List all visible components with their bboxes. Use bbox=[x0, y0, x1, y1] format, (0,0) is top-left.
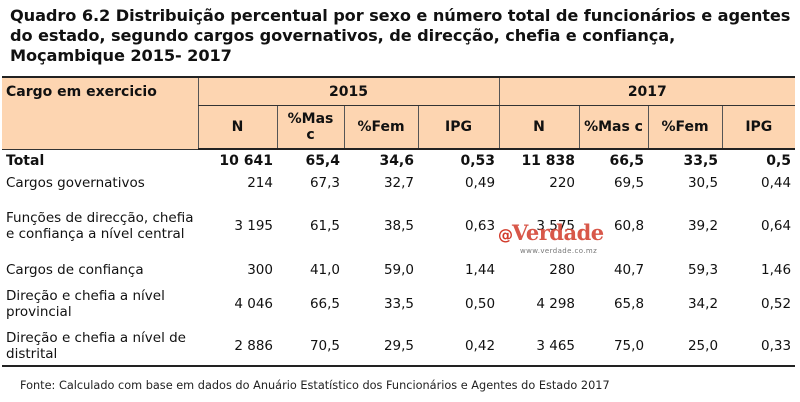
table-row: Cargos governativos 214 67,3 32,7 0,49 2… bbox=[2, 172, 795, 194]
table-row-total: Total 10 641 65,4 34,6 0,53 11 838 66,5 … bbox=[2, 149, 795, 172]
row-label: Funções de direcção, chefia e confiança … bbox=[6, 210, 194, 242]
year-header-2017: 2017 bbox=[498, 76, 796, 106]
col-masc-2015: %Mas c bbox=[276, 105, 344, 150]
cell: 70,5 bbox=[277, 326, 344, 367]
cell: 25,0 bbox=[648, 326, 723, 367]
cell: 220 bbox=[549, 175, 576, 191]
cell: 69,5 bbox=[613, 175, 645, 191]
data-table: Cargo em exercicio 2015 2017 N %Mas c %F… bbox=[2, 76, 796, 367]
cell: 2 886 bbox=[198, 326, 277, 367]
cell: 4 046 bbox=[234, 296, 273, 312]
cell: 33,5 bbox=[683, 153, 719, 169]
col-n-2015: N bbox=[197, 105, 277, 150]
cell: 40,7 bbox=[613, 262, 645, 278]
cell: 3 575 bbox=[536, 218, 576, 234]
cell: 34,2 bbox=[687, 296, 719, 312]
table-row: Funções de direcção, chefia e confiança … bbox=[2, 194, 795, 258]
cell: 65,4 bbox=[305, 153, 340, 169]
cell: 66,5 bbox=[309, 296, 340, 312]
col-masc-2017: %Mas c bbox=[578, 105, 649, 150]
col-fem-2015: %Fem bbox=[343, 105, 418, 150]
cell: 0,64 bbox=[761, 218, 792, 234]
cell: 32,7 bbox=[383, 175, 414, 191]
cell: 59,0 bbox=[383, 262, 414, 278]
cell: 280 bbox=[549, 262, 576, 278]
cell: 0,5 bbox=[766, 153, 792, 169]
cell: 41,0 bbox=[309, 262, 340, 278]
cell: 300 bbox=[247, 262, 273, 278]
cell: 11 838 bbox=[521, 153, 576, 169]
source-footnote: Fonte: Calculado com base em dados do An… bbox=[20, 379, 610, 392]
cell: 4 298 bbox=[536, 296, 576, 312]
cell: 75,0 bbox=[579, 326, 649, 367]
cell: 66,5 bbox=[609, 153, 645, 169]
cell: 65,8 bbox=[613, 296, 645, 312]
cell: 0,44 bbox=[761, 175, 792, 191]
cell: 61,5 bbox=[309, 218, 340, 234]
col-n-2017: N bbox=[498, 105, 580, 150]
row-label: Cargos de confiança bbox=[6, 262, 144, 278]
cell: 214 bbox=[247, 175, 273, 191]
cell: 3 195 bbox=[234, 218, 273, 234]
cell: 34,6 bbox=[379, 153, 414, 169]
col-fem-2017: %Fem bbox=[647, 105, 723, 150]
row-label: Total bbox=[6, 152, 45, 169]
row-label: Direção e chefia a nível provincial bbox=[6, 288, 165, 320]
cell: 0,53 bbox=[460, 153, 496, 169]
cell: 29,5 bbox=[344, 326, 418, 367]
cell: 3 465 bbox=[499, 326, 580, 367]
cell: 10 641 bbox=[219, 153, 273, 169]
year-header-2015: 2015 bbox=[197, 76, 500, 106]
cell: 30,5 bbox=[687, 175, 719, 191]
cell: 33,5 bbox=[383, 296, 414, 312]
table-row: Direção e chefia a nível provincial 4 04… bbox=[2, 282, 795, 326]
col-ipg-2015: IPG bbox=[417, 105, 500, 150]
cell: 0,63 bbox=[464, 218, 496, 234]
table-row: Cargos de confiança 300 41,0 59,0 1,44 2… bbox=[2, 258, 795, 282]
cell: 0,33 bbox=[722, 326, 796, 367]
cell: 1,46 bbox=[761, 262, 792, 278]
cargo-header: Cargo em exercicio bbox=[2, 76, 198, 150]
row-label: Cargos governativos bbox=[6, 175, 145, 191]
cell: 1,44 bbox=[464, 262, 496, 278]
cell: 59,3 bbox=[687, 262, 719, 278]
table-row: Direção e chefia a nível de distrital 2 … bbox=[2, 326, 796, 367]
cell: 39,2 bbox=[687, 218, 719, 234]
cell: 0,50 bbox=[464, 296, 496, 312]
row-label: Direção e chefia a nível de distrital bbox=[2, 326, 198, 367]
cell: 38,5 bbox=[383, 218, 414, 234]
cell: 60,8 bbox=[613, 218, 645, 234]
cell: 0,42 bbox=[418, 326, 500, 367]
table-title: Quadro 6.2 Distribuição percentual por s… bbox=[10, 6, 791, 65]
cell: 0,49 bbox=[464, 175, 496, 191]
cell: 67,3 bbox=[309, 175, 340, 191]
col-ipg-2017: IPG bbox=[721, 105, 796, 150]
cell: 0,52 bbox=[761, 296, 792, 312]
